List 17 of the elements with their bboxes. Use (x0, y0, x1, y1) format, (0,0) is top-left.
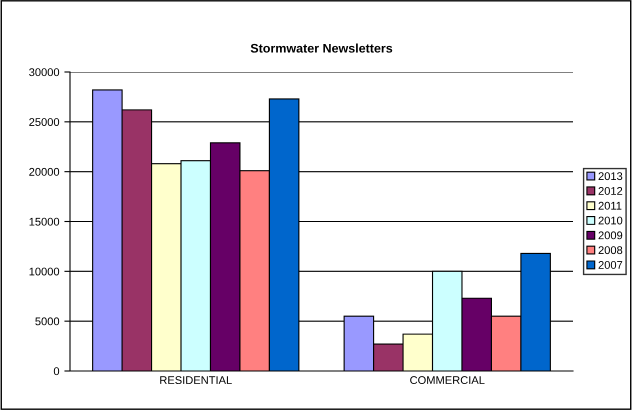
y-tick-label: 30000 (29, 68, 60, 76)
legend-label: 2007 (598, 261, 622, 269)
y-tick-label: 20000 (29, 168, 60, 176)
legend-label: 2009 (598, 231, 622, 240)
y-tick-label: 0 (54, 367, 60, 376)
legend-label: 2011 (598, 202, 622, 210)
legend-label: 2010 (598, 216, 622, 224)
x-tick-label: COMMERCIAL (410, 376, 485, 384)
y-tick-label: 10000 (30, 268, 60, 276)
chart-title: Stormwater Newsletters (250, 43, 392, 53)
y-tick-label: 15000 (30, 218, 60, 226)
y-tick-label: 25000 (29, 118, 60, 126)
y-tick-label: 5000 (35, 317, 60, 326)
legend-label: 2008 (598, 246, 622, 254)
legend-label: 2012 (598, 187, 622, 195)
legend-label: 2013 (598, 172, 622, 180)
x-tick-label: RESIDENTIAL (160, 376, 232, 384)
